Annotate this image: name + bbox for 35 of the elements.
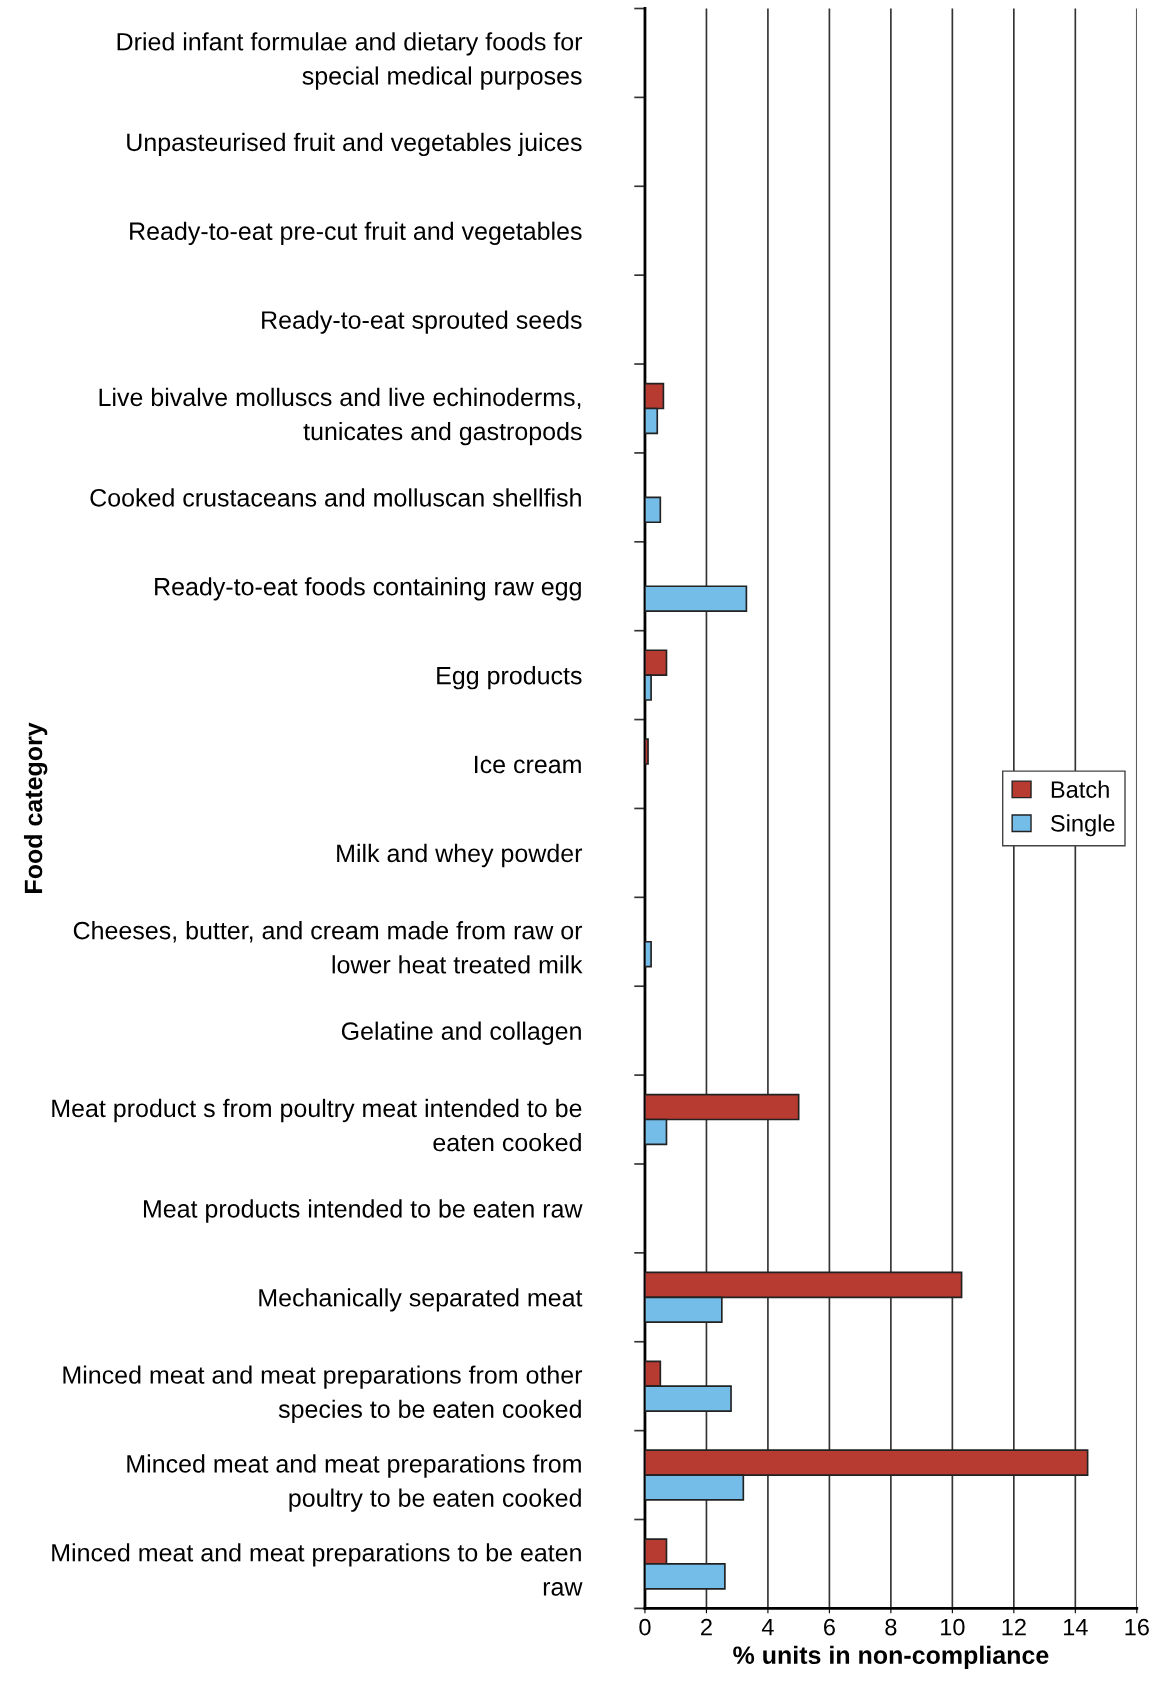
y-tick-label: Ready-to-eat pre-cut fruit and vegetables bbox=[130, 221, 582, 245]
y-tick-label: Mechanically separated meat bbox=[259, 1288, 583, 1312]
y-tick-label: Dried infant formulae and dietary foods for special medical purposes bbox=[117, 32, 583, 90]
x-tick-label: 10 bbox=[941, 1618, 965, 1636]
x-tick-label: 2 bbox=[701, 1618, 712, 1636]
y-tick-label: Minced meat and meat preparations to be eaten raw bbox=[52, 1543, 583, 1596]
y-tick-label: Cooked crustaceans and molluscan shellfish bbox=[90, 488, 581, 507]
y-tick-label: Cheeses, butter, and cream made from raw or lower heat treated milk bbox=[73, 921, 583, 974]
y-tick-label: Meat products intended to be eaten raw bbox=[143, 1199, 583, 1223]
bar bbox=[644, 585, 748, 612]
x-tick-label: 6 bbox=[824, 1618, 835, 1636]
x-tick-label: 12 bbox=[1002, 1618, 1026, 1636]
y-tick-label: Ice cream bbox=[475, 755, 581, 774]
x-tick-label: 14 bbox=[1063, 1618, 1088, 1636]
bar bbox=[644, 940, 652, 968]
x-tick-label: 8 bbox=[885, 1618, 897, 1636]
y-tick-label: Unpasteurised fruit and vegetables juices bbox=[127, 132, 582, 157]
y-tick-label: Milk and whey powder bbox=[337, 843, 583, 868]
x-tick-label: 4 bbox=[761, 1618, 774, 1636]
y-tick-label: Minced meat and meat preparations from poultry to be eaten cooked bbox=[127, 1454, 581, 1512]
x-tick-label: 0 bbox=[639, 1618, 651, 1636]
x-axis-title: % units in non-compliance bbox=[733, 1645, 1049, 1669]
y-tick-label: Ready-to-eat foods containing raw egg bbox=[155, 577, 581, 601]
y-tick-label: Ready-to-eat sprouted seeds bbox=[262, 310, 582, 334]
bar bbox=[644, 738, 649, 765]
y-tick-label: Gelatine and collagen bbox=[341, 1021, 581, 1045]
y-tick-label: Live bivalve molluscs and live echinoderms, tunicates and gastropods bbox=[99, 387, 582, 446]
y-tick-label: Minced meat and meat preparations from other species to be eaten cooked bbox=[63, 1365, 583, 1423]
legend-label: Batch bbox=[1051, 780, 1109, 798]
x-tick-label: 16 bbox=[1125, 1618, 1149, 1636]
bar bbox=[644, 496, 662, 524]
y-tick-label: Meat product s from poultry meat intended to be eaten cooked bbox=[52, 1098, 582, 1152]
y-tick-label: Egg products bbox=[437, 666, 582, 690]
legend-label: Single bbox=[1050, 814, 1115, 837]
y-axis-title: Food category bbox=[23, 722, 48, 893]
